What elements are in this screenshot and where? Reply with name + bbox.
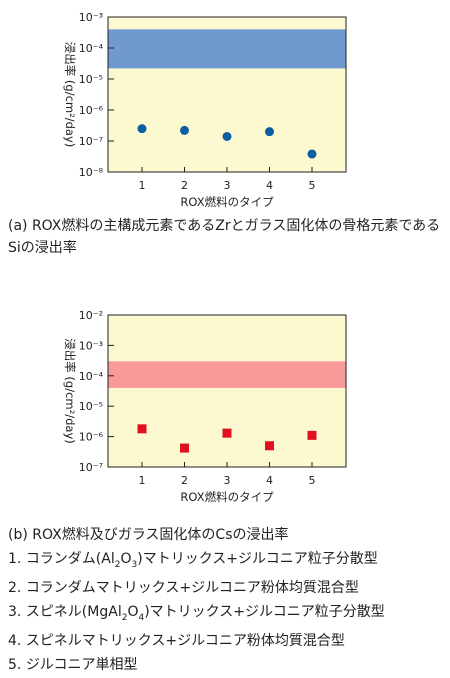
- x-tick-label: 3: [224, 179, 231, 192]
- legend-item: 4. スピネルマトリックス+ジルコニア粉体均質混合型: [8, 633, 345, 650]
- y-axis-label: 浸出率 (g/cm²/day): [63, 338, 77, 443]
- data-point: [137, 124, 147, 134]
- x-tick-label: 1: [139, 474, 146, 487]
- y-axis-label: 浸出率 (g/cm²/day): [63, 42, 77, 147]
- y-tick-label: 10⁻³: [79, 11, 103, 24]
- legend-item: 5. ジルコニア単相型: [8, 656, 138, 673]
- plot-area: [108, 315, 346, 467]
- y-tick-label: 10⁻⁶: [79, 104, 104, 117]
- data-point: [265, 127, 274, 137]
- x-axis-label: ROX燃料のタイプ: [180, 195, 274, 209]
- y-tick-label: 10⁻⁶: [79, 431, 104, 444]
- chart-b: 10⁻² 10⁻³ 10⁻⁴ 10⁻⁵ 10⁻⁶ 10⁻⁷ 1 2 3 4 5 ROX燃料のタイプ 浸出…: [63, 309, 347, 504]
- chart-a: 10⁻³ 10⁻⁴ 10⁻⁵ 10⁻⁶ 10⁻⁷ 10⁻⁸ 1 2 3 4 5 ROX燃料のタイプ 浸出…: [63, 11, 347, 209]
- caption-a: (a) ROX燃料の主構成元素であるZrとガラス固化体の骨格元素であるSiの浸出…: [8, 218, 441, 256]
- data-point: [307, 430, 317, 440]
- y-tick-label: 10⁻⁴: [79, 42, 104, 55]
- data-point: [265, 441, 274, 451]
- y-tick-label: 10⁻⁸: [79, 166, 104, 179]
- x-tick-label: 2: [181, 474, 188, 487]
- x-tick-label: 2: [181, 179, 188, 192]
- y-tick-label: 10⁻²: [79, 309, 103, 322]
- legend-item: 2. コランダムマトリックス+ジルコニア粉体均質混合型: [8, 580, 359, 597]
- x-tick-label: 5: [309, 474, 316, 487]
- y-tick-label: 10⁻⁷: [79, 135, 103, 148]
- data-point: [137, 424, 147, 434]
- data-point: [307, 149, 317, 159]
- x-axis-label: ROX燃料のタイプ: [180, 490, 274, 504]
- range-band: [108, 29, 346, 69]
- x-tick-label: 1: [139, 179, 146, 192]
- x-tick-label: 4: [266, 179, 273, 192]
- caption-b: (b) ROX燃料及びガラス固化体のCsの浸出率: [8, 527, 289, 543]
- data-point: [180, 443, 189, 453]
- legend-item: 1. コランダム(Al2O3)マトリックス+ジルコニア粒子分散型: [8, 551, 378, 570]
- data-point: [222, 428, 232, 438]
- x-tick-label: 3: [224, 474, 231, 487]
- y-tick-label: 10⁻⁷: [79, 461, 103, 474]
- y-tick-label: 10⁻⁵: [79, 400, 103, 413]
- y-tick-label: 10⁻⁴: [79, 370, 104, 383]
- data-point: [222, 131, 232, 141]
- y-tick-label: 10⁻⁵: [79, 73, 103, 86]
- legend-list: 1. コランダム(Al2O3)マトリックス+ジルコニア粒子分散型 2. コランダ…: [8, 548, 385, 678]
- data-point: [180, 125, 189, 135]
- x-tick-label: 5: [309, 179, 316, 192]
- y-tick-label: 10⁻³: [79, 339, 103, 352]
- legend-item: 3. スピネル(MgAl2O4)マトリックス+ジルコニア粒子分散型: [8, 603, 385, 623]
- x-tick-label: 4: [266, 474, 273, 487]
- range-band: [108, 361, 346, 388]
